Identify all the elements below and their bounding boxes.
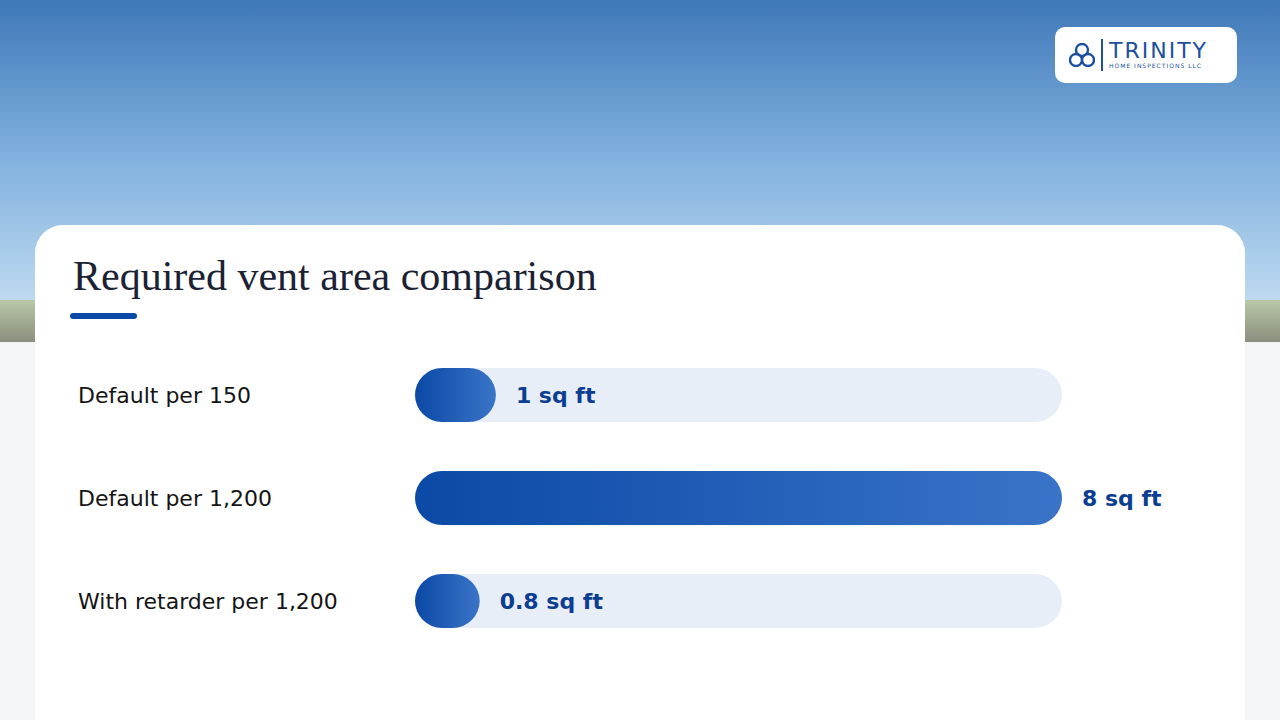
svg-text:Default per 150: Default per 150 xyxy=(78,383,251,408)
svg-text:Default per 1,200: Default per 1,200 xyxy=(78,486,272,511)
svg-text:With retarder per 1,200: With retarder per 1,200 xyxy=(78,589,338,614)
svg-text:1 sq ft: 1 sq ft xyxy=(516,383,596,408)
html-text:HOME INSPECTIONS LLC: HOME INSPECTIONS LLC xyxy=(1109,62,1202,69)
html-text:TRINITY: TRINITY xyxy=(1109,38,1208,63)
svg-text:8 sq ft: 8 sq ft xyxy=(1082,486,1162,511)
svg-text:Required vent area comparison: Required vent area comparison xyxy=(73,253,597,299)
svg-text:0.8 sq ft: 0.8 sq ft xyxy=(500,589,604,614)
